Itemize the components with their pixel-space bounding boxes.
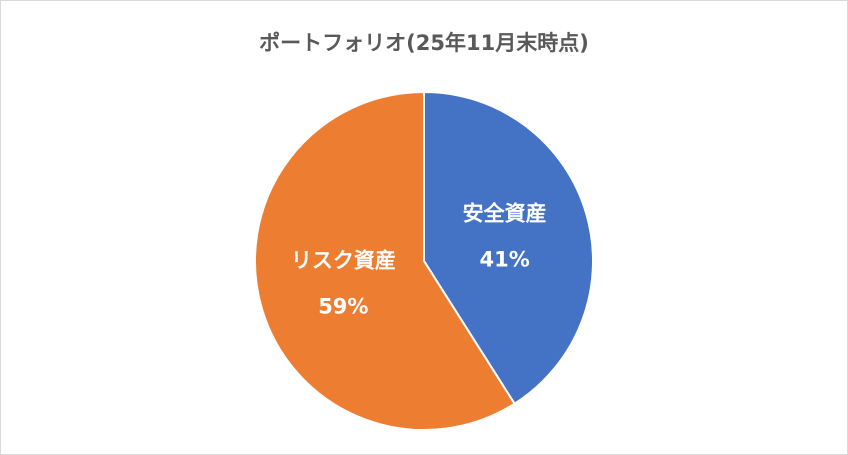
pie-slice [254,90,516,431]
slice-name: 安全資産 [463,202,547,226]
slice-value: 59% [318,294,368,318]
chart-title: ポートフォリオ(25年11月末時点) [259,31,589,55]
slice-name: リスク資産 [291,248,396,272]
slice-value: 41% [480,248,530,272]
